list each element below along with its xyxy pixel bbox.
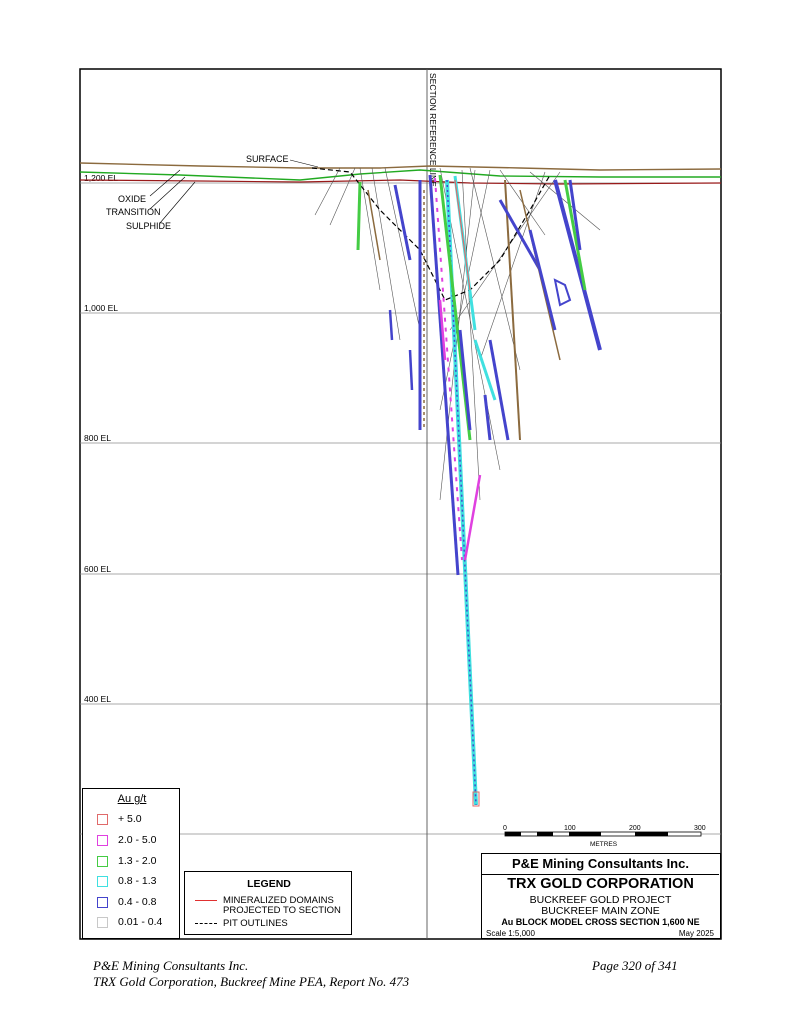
legend-item-pit: PIT OUTLINES: [195, 919, 288, 929]
swatch-icon: [97, 875, 108, 887]
red-line-icon: [195, 899, 217, 901]
pit-outline: [311, 167, 551, 301]
legend-title: LEGEND: [247, 878, 291, 890]
au-legend-item: 1.3 - 2.0: [97, 855, 157, 868]
surface-leader: [289, 159, 319, 168]
elevation-label-1000: 1,000 EL: [84, 303, 118, 313]
footer-report: TRX Gold Corporation, Buckreef Mine PEA,…: [93, 974, 410, 989]
page-number: Page 320 of 341: [592, 958, 678, 973]
au-legend-label: + 5.0: [118, 813, 142, 825]
project-name: BUCKREEF GOLD PROJECT: [529, 894, 672, 906]
au-legend-label: 2.0 - 5.0: [118, 834, 157, 846]
au-grade-legend: Au g/t + 5.0 2.0 - 5.0 1.3 - 2.0 0.8 - 1…: [82, 788, 180, 939]
elevation-grid: [80, 182, 721, 835]
au-legend-label: 1.3 - 2.0: [118, 855, 157, 867]
transition-label: TRANSITION: [106, 207, 161, 217]
deepest-block: [472, 791, 480, 807]
date-text: May 2025: [678, 929, 714, 938]
consultant-name: P&E Mining Consultants Inc.: [482, 854, 719, 875]
zone-name: BUCKREEF MAIN ZONE: [541, 905, 660, 917]
scale-unit: METRES: [590, 841, 618, 848]
au-legend-item: 0.4 - 0.8: [97, 896, 157, 909]
figure-frame: [79, 68, 722, 940]
surface-label: SURFACE: [246, 154, 289, 164]
oxide-line: [79, 169, 721, 181]
oxide-label: OXIDE: [118, 194, 146, 204]
legend-domains-label-2: PROJECTED TO SECTION: [223, 905, 341, 916]
scale-tick-200: 200: [629, 825, 641, 832]
footer-company: P&E Mining Consultants Inc.: [93, 958, 249, 973]
sulphide-label: SULPHIDE: [126, 221, 171, 231]
au-legend-item: 2.0 - 5.0: [97, 834, 157, 847]
au-legend-item: 0.01 - 0.4: [97, 916, 162, 929]
scale-tick-100: 100: [564, 825, 576, 832]
transition-line: [79, 179, 722, 185]
client-name: TRX GOLD CORPORATION: [507, 876, 694, 892]
legend-item-domains-cont: PROJECTED TO SECTION: [223, 906, 341, 916]
scale-tick-300: 300: [694, 825, 706, 832]
general-legend: LEGEND MINERALIZED DOMAINS PROJECTED TO …: [184, 871, 352, 935]
swatch-icon: [97, 834, 108, 846]
surface-line: [79, 162, 722, 171]
swatch-icon: [97, 813, 108, 825]
block-model-columns: [356, 174, 602, 806]
elevation-label-800: 800 EL: [84, 433, 111, 443]
swatch-icon: [97, 896, 108, 908]
legend-pit-label: PIT OUTLINES: [223, 918, 288, 929]
scale-text: Scale 1:5,000: [486, 929, 535, 938]
swatch-icon: [97, 916, 108, 928]
scale-tick-0: 0: [503, 825, 507, 832]
dashed-line-icon: [195, 922, 217, 924]
section-reference-label: SECTION REFERENCE LINE: [428, 73, 438, 187]
au-legend-label: 0.4 - 0.8: [118, 896, 157, 908]
au-legend-label: 0.01 - 0.4: [118, 916, 163, 928]
scale-bar: [504, 831, 702, 837]
legend-item-domains: MINERALIZED DOMAINS: [195, 896, 334, 906]
title-block: P&E Mining Consultants Inc. TRX GOLD COR…: [481, 853, 721, 939]
elevation-label-1200: 1,200 EL: [84, 173, 118, 183]
section-title: Au BLOCK MODEL CROSS SECTION 1,600 NE: [501, 917, 700, 927]
au-legend-title: Au g/t: [117, 793, 147, 805]
au-legend-item: + 5.0: [97, 813, 142, 826]
au-legend-label: 0.8 - 1.3: [118, 875, 157, 887]
swatch-icon: [97, 855, 108, 867]
elevation-label-400: 400 EL: [84, 694, 111, 704]
au-legend-item: 0.8 - 1.3: [97, 875, 157, 888]
elevation-label-600: 600 EL: [84, 564, 111, 574]
legend-domains-label: MINERALIZED DOMAINS: [223, 895, 334, 906]
